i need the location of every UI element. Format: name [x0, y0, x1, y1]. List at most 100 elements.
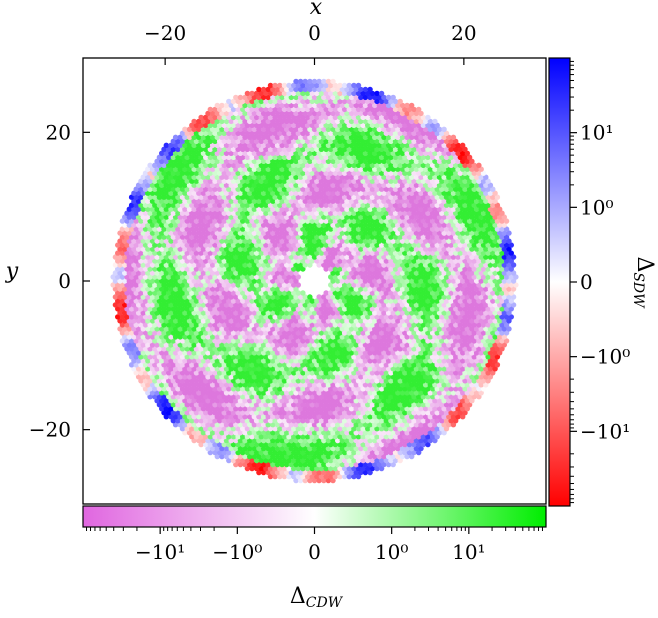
scatter-point	[300, 418, 306, 424]
scatter-point	[235, 449, 241, 456]
scatter-point	[196, 382, 202, 388]
scatter-point	[330, 406, 336, 412]
scatter-point	[337, 394, 343, 400]
scatter-point	[416, 410, 422, 416]
scatter-point	[372, 445, 378, 452]
scatter-point	[369, 449, 376, 456]
scatter-point	[272, 434, 278, 440]
scatter-point	[214, 414, 220, 420]
scatter-point	[335, 437, 341, 444]
scatter-point	[316, 398, 322, 404]
scatter-point	[353, 453, 359, 460]
scatter-point	[265, 430, 271, 436]
scatter-point	[372, 414, 378, 420]
scatter-point	[325, 398, 332, 404]
scatter-point	[219, 445, 225, 452]
scatter-point	[205, 437, 211, 444]
scatter-point	[221, 386, 227, 392]
scatter-point	[409, 414, 415, 420]
scatter-point	[323, 441, 329, 448]
scatter-point	[439, 426, 445, 432]
scatter-point	[427, 382, 433, 388]
scatter-point	[216, 378, 223, 384]
scatter-point	[429, 386, 436, 392]
scatter-point	[439, 394, 445, 400]
scatter-point	[219, 398, 225, 404]
scatter-point	[311, 382, 318, 388]
scatter-point	[346, 449, 352, 456]
scatter-point	[404, 445, 410, 452]
scatter-point	[200, 382, 207, 388]
scatter-point	[207, 394, 213, 400]
scatter-point	[418, 406, 424, 412]
scatter-point	[274, 461, 281, 468]
scatter-point	[360, 449, 366, 456]
scatter-point	[168, 382, 174, 388]
scatter-point	[388, 426, 394, 432]
scatter-point	[256, 414, 262, 420]
scatter-point	[420, 434, 426, 440]
scatter-point	[471, 386, 477, 392]
scatter-point	[284, 437, 290, 444]
scatter-point	[383, 434, 389, 440]
scatter-point	[226, 449, 232, 456]
scatter-point	[196, 390, 202, 396]
scatter-point	[339, 445, 345, 452]
scatter-point	[286, 465, 292, 472]
scatter-point	[191, 437, 197, 444]
scatter-point	[439, 402, 445, 408]
scatter-point	[390, 461, 396, 468]
scatter-point	[422, 406, 429, 412]
scatter-point	[328, 418, 334, 424]
scatter-point	[427, 437, 433, 444]
scatter-point	[436, 422, 443, 428]
scatter-point	[392, 402, 399, 408]
scatter-point	[395, 414, 401, 420]
scatter-point	[277, 410, 283, 416]
scatter-point	[441, 414, 447, 420]
scatter-point	[263, 465, 269, 472]
scatter-point	[425, 426, 431, 432]
scatter-point	[330, 461, 336, 468]
scatter-point	[420, 426, 426, 432]
scatter-point	[395, 390, 401, 396]
scatter-point	[402, 410, 408, 416]
scatter-point	[378, 394, 385, 400]
scatter-point	[330, 398, 336, 404]
scatter-point	[293, 406, 299, 412]
scatter-point	[413, 398, 420, 404]
scatter-point	[193, 418, 200, 424]
scatter-point	[288, 430, 294, 436]
scatter-point	[216, 441, 223, 448]
scatter-point	[286, 426, 292, 432]
scatter-point	[420, 418, 426, 424]
scatter-point	[304, 434, 311, 440]
scatter-point	[247, 422, 253, 428]
scatter-point	[330, 414, 336, 420]
scatter-point	[265, 390, 271, 396]
scatter-point	[385, 430, 392, 436]
scatter-point	[237, 406, 244, 412]
scatter-point	[339, 453, 345, 460]
scatter-point	[411, 441, 417, 448]
scatter-point	[235, 418, 241, 424]
scatter-point	[166, 410, 172, 416]
scatter-point	[390, 422, 396, 428]
scatter-point	[348, 406, 355, 412]
scatter-point	[295, 449, 301, 456]
scatter-point	[228, 406, 234, 412]
scatter-point	[209, 382, 216, 388]
scatter-point	[362, 414, 369, 420]
scatter-point	[279, 382, 285, 388]
scatter-point	[265, 445, 271, 452]
scatter-point	[385, 414, 392, 420]
scatter-point	[325, 437, 332, 444]
scatter-point	[177, 398, 183, 404]
scatter-point	[416, 441, 422, 448]
scatter-point	[223, 390, 230, 396]
scatter-point	[365, 402, 371, 408]
scatter-point	[358, 430, 364, 436]
scatter-point	[369, 394, 376, 400]
scatter-point	[161, 402, 167, 408]
scatter-point	[189, 386, 195, 392]
